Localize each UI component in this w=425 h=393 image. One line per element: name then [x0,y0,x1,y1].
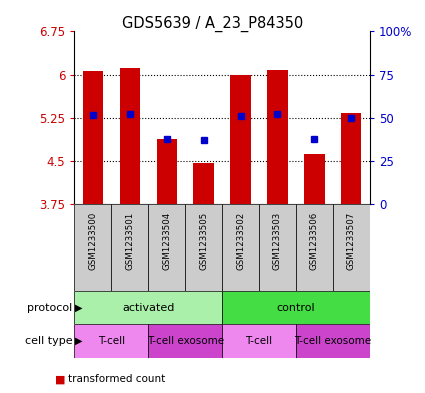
Bar [74,291,222,324]
Text: GSM1233505: GSM1233505 [199,211,208,270]
Bar [119,68,140,204]
Text: ■: ■ [55,374,66,384]
Text: activated: activated [122,303,174,312]
Text: GSM1233507: GSM1233507 [347,211,356,270]
Text: T-cell: T-cell [245,336,272,346]
Bar [185,204,222,291]
Text: cell type: cell type [25,336,72,346]
Bar [222,324,296,358]
Text: GSM1233503: GSM1233503 [273,211,282,270]
Bar [74,324,148,358]
Bar [74,204,111,291]
Text: transformed count: transformed count [68,374,165,384]
Text: control: control [277,303,315,312]
Text: T-cell exosome: T-cell exosome [147,336,224,346]
Text: protocol: protocol [27,303,72,312]
Bar [111,204,148,291]
Text: GSM1233504: GSM1233504 [162,211,171,270]
Bar [222,204,259,291]
Bar [230,75,251,204]
Bar [83,71,103,204]
Bar [296,324,370,358]
Text: GSM1233502: GSM1233502 [236,211,245,270]
Bar [296,204,333,291]
Bar [304,154,325,204]
Bar [341,113,361,204]
Bar [222,291,370,324]
Text: ▶: ▶ [75,303,83,312]
Text: ▶: ▶ [75,336,83,346]
Bar [267,70,288,204]
Text: T-cell exosome: T-cell exosome [294,336,371,346]
Bar [193,163,214,204]
Bar [156,139,177,204]
Bar [148,204,185,291]
Text: GSM1233500: GSM1233500 [88,211,97,270]
Text: T-cell: T-cell [98,336,125,346]
Text: GSM1233501: GSM1233501 [125,211,134,270]
Bar [259,204,296,291]
Bar [333,204,370,291]
Text: GDS5639 / A_23_P84350: GDS5639 / A_23_P84350 [122,16,303,32]
Text: GSM1233506: GSM1233506 [310,211,319,270]
Bar [148,324,222,358]
